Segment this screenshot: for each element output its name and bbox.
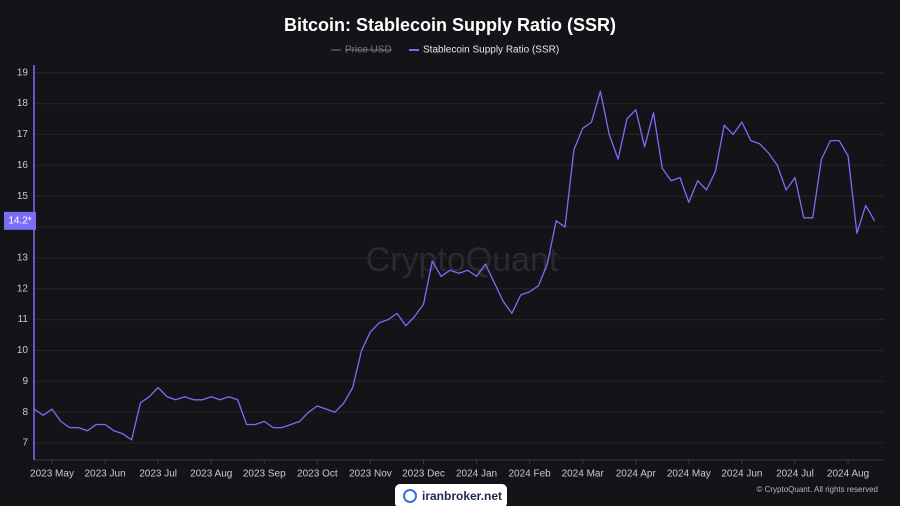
x-tick-label: 2023 Dec [402,469,445,480]
x-tick-label: 2024 Feb [508,469,551,480]
x-tick-label: 2023 Jul [139,469,177,480]
x-tick-label: 2024 Jun [721,469,762,480]
last-value-tag [4,211,36,230]
x-tick-label: 2023 May [30,469,74,480]
y-tick-label: 11 [18,314,29,325]
y-tick-label: 18 [17,98,29,109]
series-line [33,90,876,441]
y-tick-label: 19 [17,67,29,78]
chart-title: Bitcoin: Stablecoin Supply Ratio (SSR) [284,15,616,35]
watermark: CryptoQuant [366,241,559,279]
legend-label[interactable]: Stablecoin Supply Ratio (SSR) [423,45,559,56]
x-tick-label: 2024 May [667,469,711,480]
y-tick-label: 15 [17,191,29,202]
x-tick-label: 2024 Aug [827,469,869,480]
x-tick-label: 2024 Apr [616,469,657,480]
copyright: © CryptoQuant. All rights reserved [757,485,879,494]
x-tick-label: 2023 Sep [243,469,286,480]
x-tick-label: 2023 Oct [297,469,338,480]
y-tick-label: 17 [17,129,29,140]
y-tick-label: 12 [17,283,29,294]
last-value-label: 14.2* [8,215,31,226]
badge-icon [403,489,417,503]
x-tick-label: 2023 Nov [349,469,392,480]
y-tick-label: 16 [17,160,29,171]
x-tick-label: 2024 Mar [562,469,605,480]
y-tick-label: 13 [17,253,29,264]
y-tick-label: 9 [22,376,28,387]
y-tick-label: 10 [17,345,29,356]
legend-label-disabled[interactable]: Price USD [345,45,392,56]
x-tick-label: 2024 Jul [776,469,814,480]
y-tick-label: 8 [22,407,28,418]
y-tick-label: 7 [22,438,28,449]
badge-text: iranbroker.net [422,489,502,503]
x-tick-label: 2024 Jan [456,469,497,480]
badge-box [395,484,507,506]
x-tick-label: 2023 Aug [190,469,232,480]
x-tick-label: 2023 Jun [84,469,125,480]
